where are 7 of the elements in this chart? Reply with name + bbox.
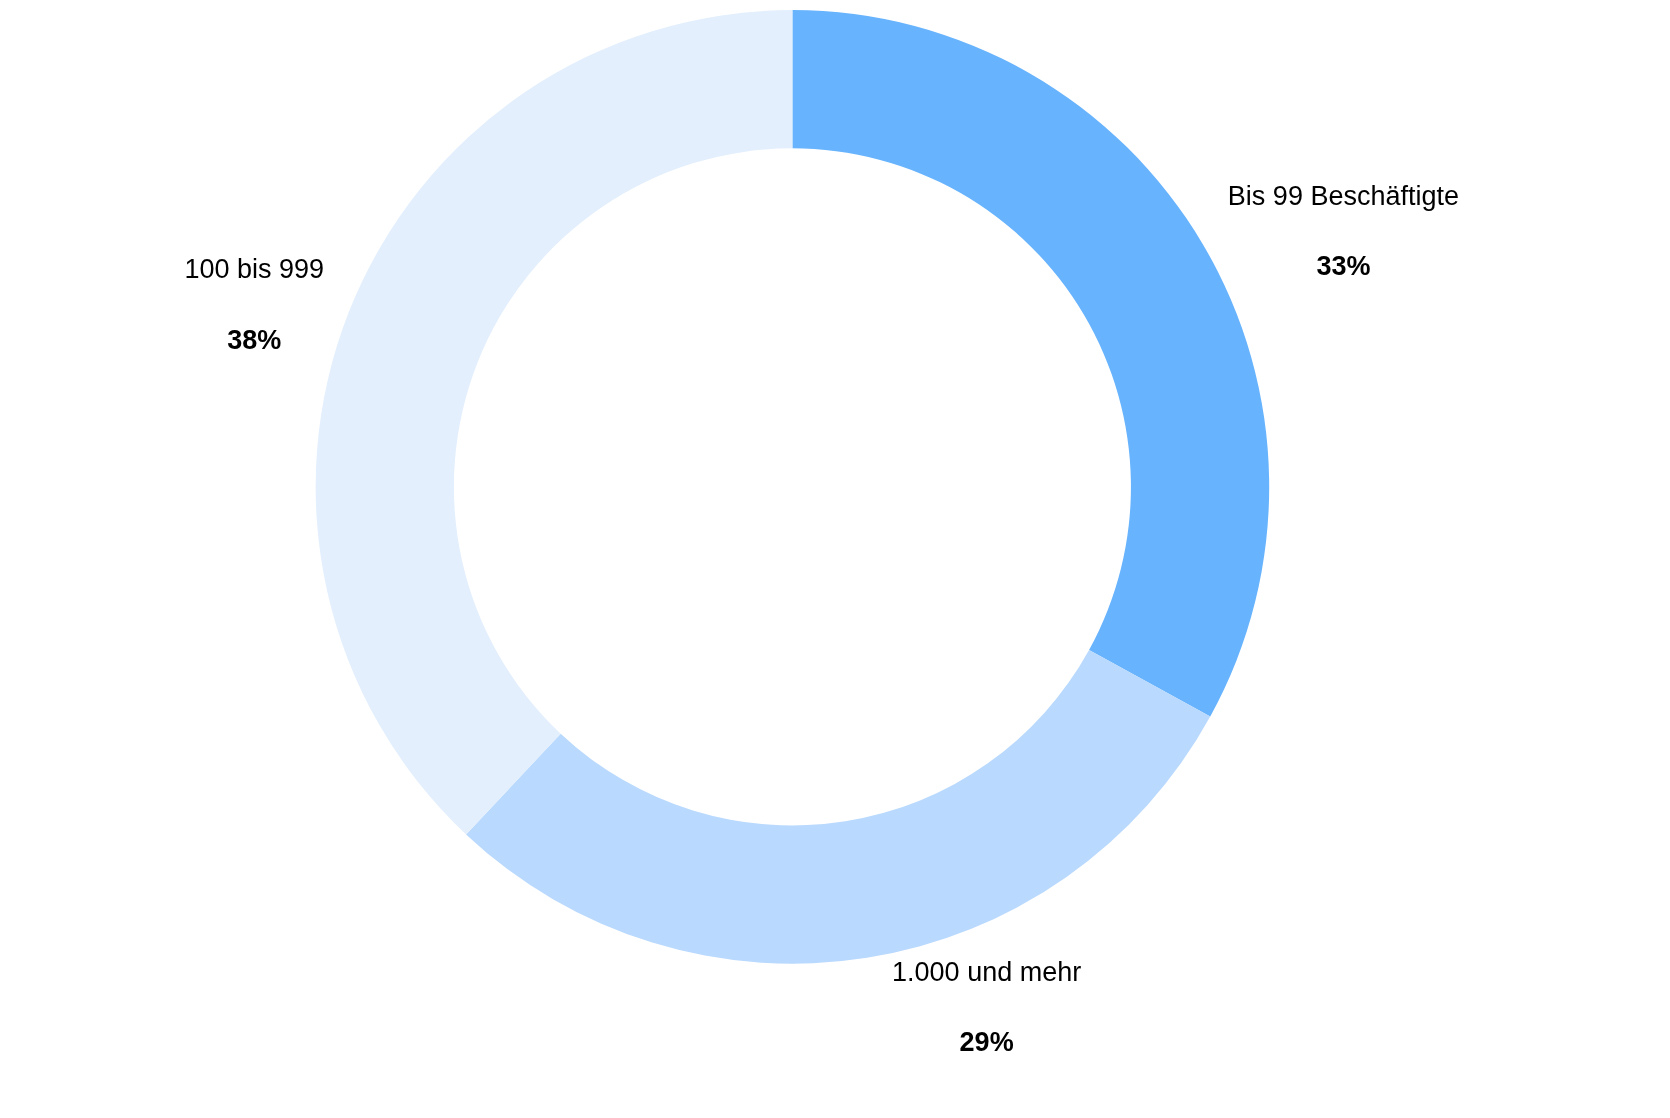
data-label: 33% <box>1316 251 1371 282</box>
slice-label: 1.000 und mehr <box>892 956 1082 987</box>
donut-slice <box>792 10 1270 717</box>
slice-label: 100 bis 999 <box>184 254 325 285</box>
data-label: 38% <box>227 324 282 355</box>
slice-label: Bis 99 Beschäftigte <box>1227 181 1459 212</box>
data-label: 29% <box>959 1026 1014 1057</box>
